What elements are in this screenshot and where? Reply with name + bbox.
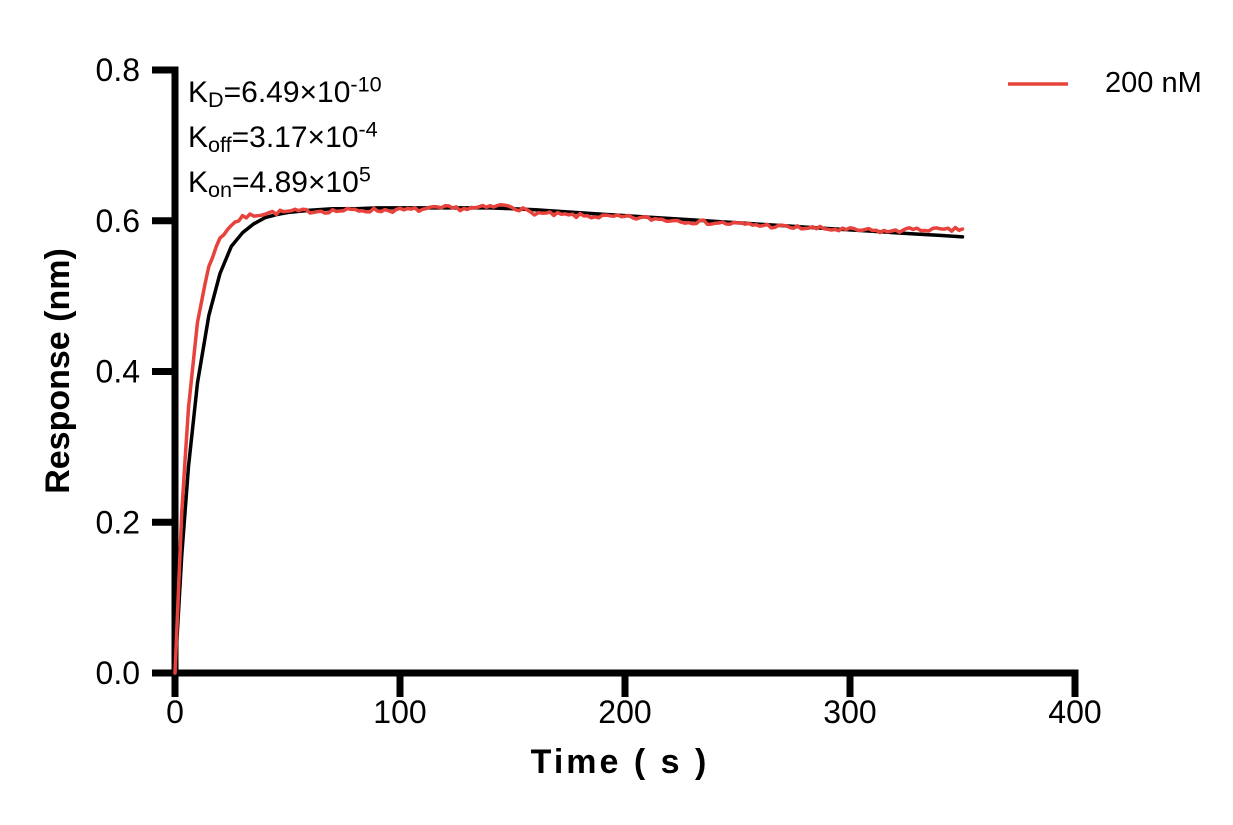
koff-value: =3.17×10 (231, 121, 359, 154)
koff-subscript: off (208, 131, 232, 157)
y-tick-label: 0.6 (96, 203, 140, 239)
kd-subscript: D (208, 86, 224, 112)
kon-subscript: on (208, 176, 233, 202)
kon-exponent: 5 (358, 161, 371, 187)
y-tick-label: 0.8 (96, 52, 140, 88)
x-tick-label: 300 (823, 694, 876, 730)
fit-curve (173, 206, 965, 675)
legend-label-200nM: 200 nM (1105, 67, 1202, 99)
x-axis-title: Time ( s ) (530, 743, 710, 781)
kon-symbol: K (188, 166, 209, 199)
x-tick-label: 200 (598, 694, 651, 730)
y-tick-label: 0.2 (96, 504, 140, 540)
kon-annotation: Kon=4.89×105 (188, 160, 382, 205)
kd-value: =6.49×10 (223, 76, 351, 109)
x-tick-label: 100 (373, 694, 426, 730)
y-axis-title: Response (nm) (39, 248, 77, 494)
koff-annotation: Koff=3.17×10-4 (188, 115, 382, 160)
data-curve-200nM (173, 202, 965, 675)
kd-annotation: KD=6.49×10-10 (188, 70, 382, 115)
kd-exponent: -10 (350, 71, 382, 97)
kon-value: =4.89×10 (232, 166, 359, 199)
koff-symbol: K (188, 121, 209, 154)
y-tick-label: 0.4 (96, 354, 140, 390)
y-tick-label: 0.0 (96, 655, 140, 691)
x-tick-label: 400 (1048, 694, 1101, 730)
koff-exponent: -4 (358, 116, 378, 142)
kd-symbol: K (188, 76, 209, 109)
kinetics-annotations: KD=6.49×10-10 Koff=3.17×10-4 Kon=4.89×10… (188, 70, 382, 205)
x-tick-label: 0 (166, 694, 184, 730)
